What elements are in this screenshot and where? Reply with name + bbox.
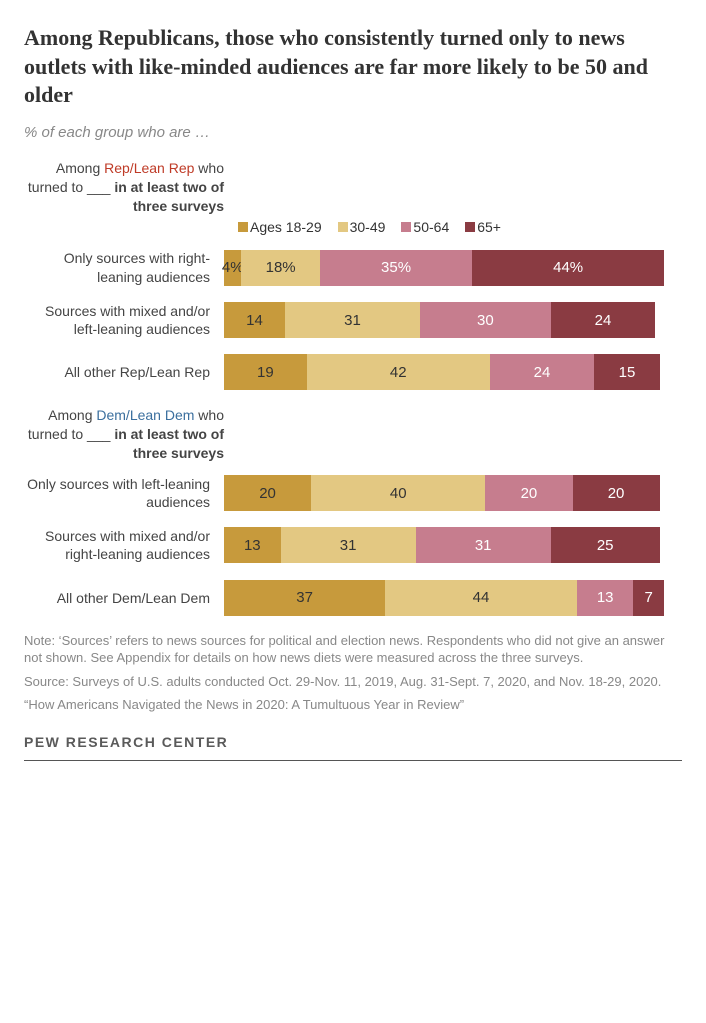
stacked-bar: 19422415 xyxy=(224,354,660,390)
bar-row: All other Dem/Lean Dem3744137 xyxy=(24,580,682,616)
bar-segment: 20 xyxy=(485,475,572,511)
legend-swatch xyxy=(338,222,348,232)
bar-segment: 25 xyxy=(551,527,660,563)
stacked-bar: 13313125 xyxy=(224,527,660,563)
legend-label: 50-64 xyxy=(413,219,449,235)
reference-line: “How Americans Navigated the News in 202… xyxy=(24,696,682,714)
publisher-logo: PEW RESEARCH CENTER xyxy=(24,734,682,750)
bar-segment: 35% xyxy=(320,250,472,286)
legend-item: 50-64 xyxy=(401,219,449,235)
legend-swatch xyxy=(465,222,475,232)
footnote: Note: ‘Sources’ refers to news sources f… xyxy=(24,632,682,667)
legend-item: 65+ xyxy=(465,219,501,235)
legend-item: 30-49 xyxy=(338,219,386,235)
bar-segment: 14 xyxy=(224,302,285,338)
row-label: Only sources with right-leaning audience… xyxy=(24,249,224,285)
legend-swatch xyxy=(238,222,248,232)
bar-segment: 31 xyxy=(285,302,420,338)
legend-swatch xyxy=(401,222,411,232)
legend-item: Ages 18-29 xyxy=(238,219,322,235)
legend: Ages 18-29 30-49 50-64 65+ xyxy=(238,219,682,235)
row-label: All other Dem/Lean Dem xyxy=(24,589,224,607)
bar-row: Sources with mixed and/or left-leaning a… xyxy=(24,302,682,338)
row-label: Only sources with left-leaning audiences xyxy=(24,475,224,511)
bar-segment: 20 xyxy=(573,475,660,511)
chart-area: Among Rep/Lean Rep who turned to ___ in … xyxy=(24,159,682,616)
bar-segment: 31 xyxy=(281,527,416,563)
bar-segment: 24 xyxy=(490,354,595,390)
legend-label: 65+ xyxy=(477,219,501,235)
row-label: Sources with mixed and/or left-leaning a… xyxy=(24,302,224,338)
bar-row: Only sources with right-leaning audience… xyxy=(24,249,682,285)
bar-segment: 42 xyxy=(307,354,490,390)
stacked-bar: 4%18%35%44% xyxy=(224,250,664,286)
row-label: All other Rep/Lean Rep xyxy=(24,363,224,381)
chart-title: Among Republicans, those who consistentl… xyxy=(24,24,682,110)
bottom-rule xyxy=(24,760,682,761)
row-label: Sources with mixed and/or right-leaning … xyxy=(24,527,224,563)
bar-row: Only sources with left-leaning audiences… xyxy=(24,475,682,511)
section-header: Among Dem/Lean Dem who turned to ___ in … xyxy=(24,406,224,463)
bar-segment: 31 xyxy=(416,527,551,563)
bar-segment: 24 xyxy=(551,302,656,338)
bar-segment: 18% xyxy=(241,250,319,286)
bar-segment: 20 xyxy=(224,475,311,511)
stacked-bar: 20402020 xyxy=(224,475,660,511)
bar-segment: 44% xyxy=(472,250,664,286)
bar-segment: 15 xyxy=(594,354,659,390)
stacked-bar: 14313024 xyxy=(224,302,655,338)
bar-segment: 30 xyxy=(420,302,551,338)
bar-segment: 40 xyxy=(311,475,485,511)
stacked-bar: 3744137 xyxy=(224,580,664,616)
legend-label: Ages 18-29 xyxy=(250,219,322,235)
bar-segment: 19 xyxy=(224,354,307,390)
legend-label: 30-49 xyxy=(350,219,386,235)
source-line: Source: Surveys of U.S. adults conducted… xyxy=(24,673,682,691)
chart-subtitle: % of each group who are … xyxy=(24,124,682,141)
bar-row: All other Rep/Lean Rep19422415 xyxy=(24,354,682,390)
bar-segment: 13 xyxy=(224,527,281,563)
bar-segment: 37 xyxy=(224,580,385,616)
section-header: Among Rep/Lean Rep who turned to ___ in … xyxy=(24,159,224,216)
bar-segment: 13 xyxy=(577,580,634,616)
bar-row: Sources with mixed and/or right-leaning … xyxy=(24,527,682,563)
bar-segment: 44 xyxy=(385,580,577,616)
bar-segment: 7 xyxy=(633,580,663,616)
bar-segment: 4% xyxy=(224,250,241,286)
